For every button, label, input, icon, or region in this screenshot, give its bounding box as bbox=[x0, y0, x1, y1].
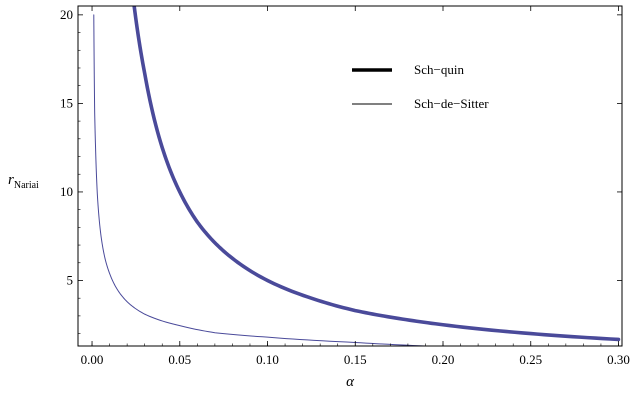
y-axis-label-subscript: Nariai bbox=[14, 180, 39, 191]
x-tick-label: 0.20 bbox=[432, 352, 455, 367]
y-tick-label: 20 bbox=[60, 7, 73, 22]
x-axis-label: α bbox=[346, 374, 355, 390]
x-tick-label: 0.05 bbox=[168, 352, 191, 367]
x-tick-label: 0.00 bbox=[81, 352, 104, 367]
y-axis-label: rNariai bbox=[8, 172, 39, 191]
y-tick-label: 15 bbox=[60, 95, 73, 110]
series-line-0 bbox=[132, 6, 621, 342]
x-tick-label: 0.15 bbox=[344, 352, 367, 367]
y-axis: 5 10 15 20 bbox=[60, 7, 622, 334]
legend: Sch−quin Sch−de−Sitter bbox=[352, 62, 489, 111]
y-tick-label: 5 bbox=[67, 272, 74, 287]
x-tick-label: 0.25 bbox=[519, 352, 542, 367]
legend-label-sch-de-sitter: Sch−de−Sitter bbox=[414, 96, 489, 111]
series-layer bbox=[93, 6, 621, 346]
y-axis-label-main: r bbox=[8, 172, 14, 188]
x-tick-label: 0.30 bbox=[607, 352, 630, 367]
x-tick-label: 0.10 bbox=[256, 352, 279, 367]
series-line-1 bbox=[93, 14, 426, 346]
legend-label-sch-quin: Sch−quin bbox=[414, 62, 464, 77]
plot-frame bbox=[77, 5, 623, 347]
y-tick-label: 10 bbox=[60, 184, 73, 199]
x-axis: 0.00 0.05 0.10 0.15 0.20 0.25 0.30 bbox=[81, 6, 630, 367]
